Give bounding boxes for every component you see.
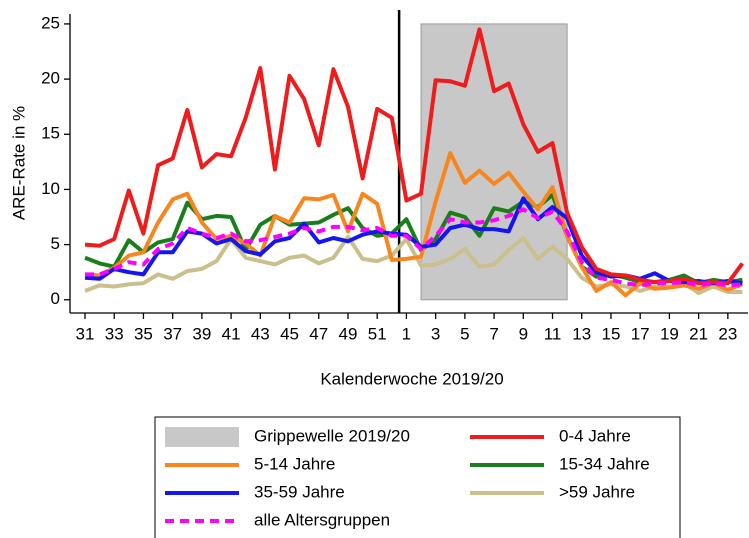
x-tick-label: 7 <box>489 324 498 343</box>
legend-label: 5-14 Jahre <box>254 454 335 473</box>
y-tick-label: 15 <box>41 124 60 143</box>
x-tick-label: 13 <box>572 324 591 343</box>
y-tick-label: 20 <box>41 69 60 88</box>
y-tick-label: 0 <box>51 289 60 308</box>
legend-label: >59 Jahre <box>559 482 635 501</box>
x-tick-label: 17 <box>631 324 650 343</box>
legend-label: 15-34 Jahre <box>559 454 650 473</box>
x-tick-label: 37 <box>163 324 182 343</box>
x-tick-label: 33 <box>105 324 124 343</box>
x-tick-label: 47 <box>309 324 328 343</box>
x-tick-label: 9 <box>519 324 528 343</box>
y-tick-label: 10 <box>41 179 60 198</box>
y-axis-label: ARE-Rate in % <box>9 106 28 220</box>
legend-label: 35-59 Jahre <box>254 482 345 501</box>
x-tick-label: 49 <box>339 324 358 343</box>
x-tick-label: 43 <box>251 324 270 343</box>
legend-label: Grippewelle 2019/20 <box>254 426 410 445</box>
x-tick-label: 19 <box>660 324 679 343</box>
x-tick-label: 35 <box>134 324 153 343</box>
x-tick-label: 45 <box>280 324 299 343</box>
series-line <box>84 27 745 286</box>
x-tick-label: 21 <box>689 324 708 343</box>
x-tick-label: 15 <box>601 324 620 343</box>
y-tick-label: 25 <box>41 13 60 32</box>
x-axis-label: Kalenderwoche 2019/20 <box>320 369 503 388</box>
x-tick-label: 41 <box>222 324 241 343</box>
x-tick-label: 39 <box>192 324 211 343</box>
legend-swatch <box>165 427 239 447</box>
series-line <box>84 151 744 298</box>
x-tick-label: 51 <box>368 324 387 343</box>
x-tick-label: 11 <box>544 324 562 343</box>
legend-label: alle Altersgruppen <box>254 510 390 529</box>
flu-season-band <box>420 23 568 301</box>
series-line <box>85 207 743 288</box>
x-tick-label: 23 <box>718 324 737 343</box>
legend-label: 0-4 Jahre <box>559 426 631 445</box>
x-tick-label: 31 <box>76 324 95 343</box>
y-tick-label: 5 <box>51 234 60 253</box>
legend-box <box>154 416 681 538</box>
x-tick-label: 3 <box>431 324 440 343</box>
x-tick-label: 5 <box>460 324 469 343</box>
x-tick-label: 1 <box>402 324 411 343</box>
